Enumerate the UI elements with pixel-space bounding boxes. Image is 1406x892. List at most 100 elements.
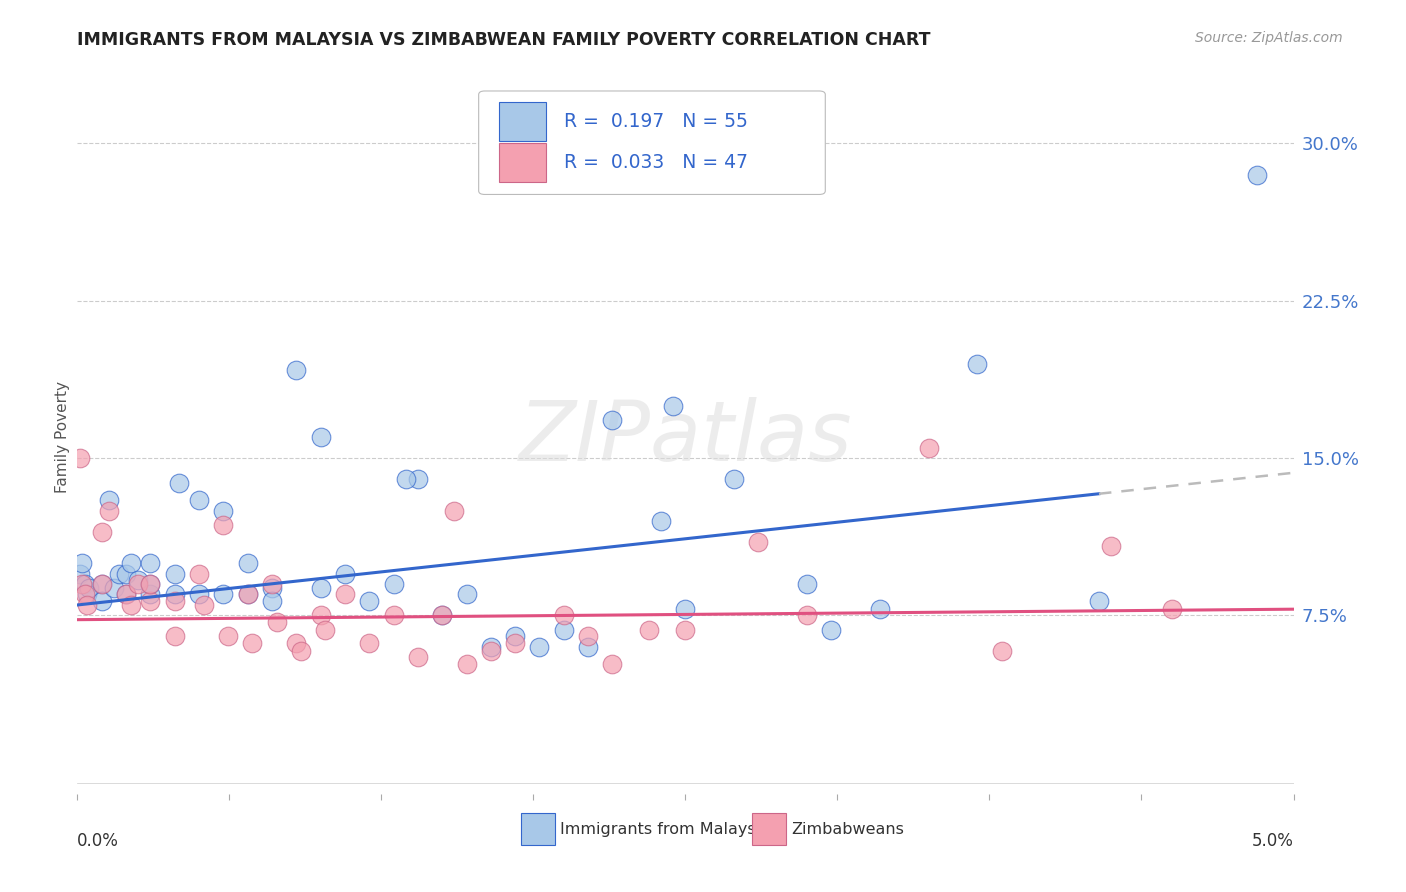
Point: [638, 623, 661, 637]
Point: [966, 357, 988, 371]
Point: [1246, 168, 1268, 182]
FancyBboxPatch shape: [499, 143, 546, 182]
Point: [212, 587, 235, 601]
Y-axis label: Family Poverty: Family Poverty: [55, 381, 70, 493]
Point: [503, 636, 526, 650]
Point: [309, 608, 332, 623]
Point: [236, 556, 259, 570]
Point: [163, 594, 186, 608]
FancyBboxPatch shape: [752, 814, 786, 846]
Point: [747, 535, 769, 549]
Point: [309, 430, 332, 444]
Point: [139, 556, 162, 570]
Point: [675, 602, 697, 616]
Point: [212, 518, 235, 533]
Point: [115, 587, 138, 601]
Point: [70, 556, 93, 570]
Point: [602, 657, 624, 671]
Point: [675, 623, 697, 637]
FancyBboxPatch shape: [478, 91, 825, 194]
Point: [1088, 594, 1111, 608]
Text: ZIPatlas: ZIPatlas: [519, 397, 852, 477]
Point: [602, 413, 624, 427]
Point: [120, 556, 142, 570]
Point: [333, 587, 356, 601]
Point: [115, 587, 138, 601]
Point: [90, 524, 112, 539]
Text: R =  0.033   N = 47: R = 0.033 N = 47: [564, 153, 748, 172]
Point: [236, 587, 259, 601]
Point: [73, 577, 96, 591]
Point: [820, 623, 842, 637]
Point: [359, 636, 381, 650]
Point: [406, 650, 429, 665]
Point: [285, 363, 308, 377]
Point: [553, 623, 575, 637]
Point: [169, 476, 191, 491]
Point: [69, 566, 91, 581]
Point: [314, 623, 336, 637]
Point: [193, 598, 215, 612]
Text: Immigrants from Malaysia: Immigrants from Malaysia: [560, 822, 770, 837]
Point: [212, 503, 235, 517]
Point: [163, 587, 186, 601]
Point: [115, 566, 138, 581]
Point: [188, 566, 211, 581]
Point: [662, 399, 685, 413]
Point: [90, 577, 112, 591]
Point: [918, 441, 941, 455]
Point: [139, 594, 162, 608]
Point: [260, 577, 283, 591]
Point: [443, 503, 465, 517]
Point: [127, 573, 149, 587]
Point: [796, 577, 818, 591]
Point: [163, 630, 186, 644]
Text: R =  0.197   N = 55: R = 0.197 N = 55: [564, 112, 748, 131]
Point: [1099, 539, 1122, 553]
Point: [139, 577, 162, 591]
Point: [576, 640, 599, 654]
Point: [260, 594, 283, 608]
Text: 5.0%: 5.0%: [1251, 831, 1294, 850]
Point: [479, 640, 502, 654]
Point: [796, 608, 818, 623]
Point: [139, 587, 162, 601]
Point: [236, 587, 259, 601]
Point: [456, 587, 478, 601]
Point: [869, 602, 891, 616]
Point: [69, 451, 91, 466]
Point: [479, 644, 502, 658]
Point: [359, 594, 381, 608]
Point: [430, 608, 453, 623]
Point: [503, 630, 526, 644]
Point: [242, 636, 264, 650]
Point: [139, 577, 162, 591]
Point: [553, 608, 575, 623]
Point: [650, 514, 672, 528]
Point: [285, 636, 308, 650]
Point: [97, 503, 120, 517]
Point: [430, 608, 453, 623]
Point: [395, 472, 418, 486]
Point: [260, 581, 283, 595]
Point: [188, 493, 211, 508]
Point: [76, 598, 98, 612]
Point: [290, 644, 312, 658]
Point: [723, 472, 745, 486]
Point: [73, 587, 96, 601]
Point: [309, 581, 332, 595]
FancyBboxPatch shape: [522, 814, 555, 846]
Point: [120, 598, 142, 612]
Point: [90, 577, 112, 591]
Point: [163, 566, 186, 581]
Point: [79, 581, 101, 595]
Point: [576, 630, 599, 644]
Point: [127, 577, 149, 591]
Point: [529, 640, 551, 654]
Point: [97, 493, 120, 508]
Point: [406, 472, 429, 486]
Point: [266, 615, 288, 629]
Point: [103, 581, 125, 595]
Point: [217, 630, 239, 644]
Point: [90, 594, 112, 608]
